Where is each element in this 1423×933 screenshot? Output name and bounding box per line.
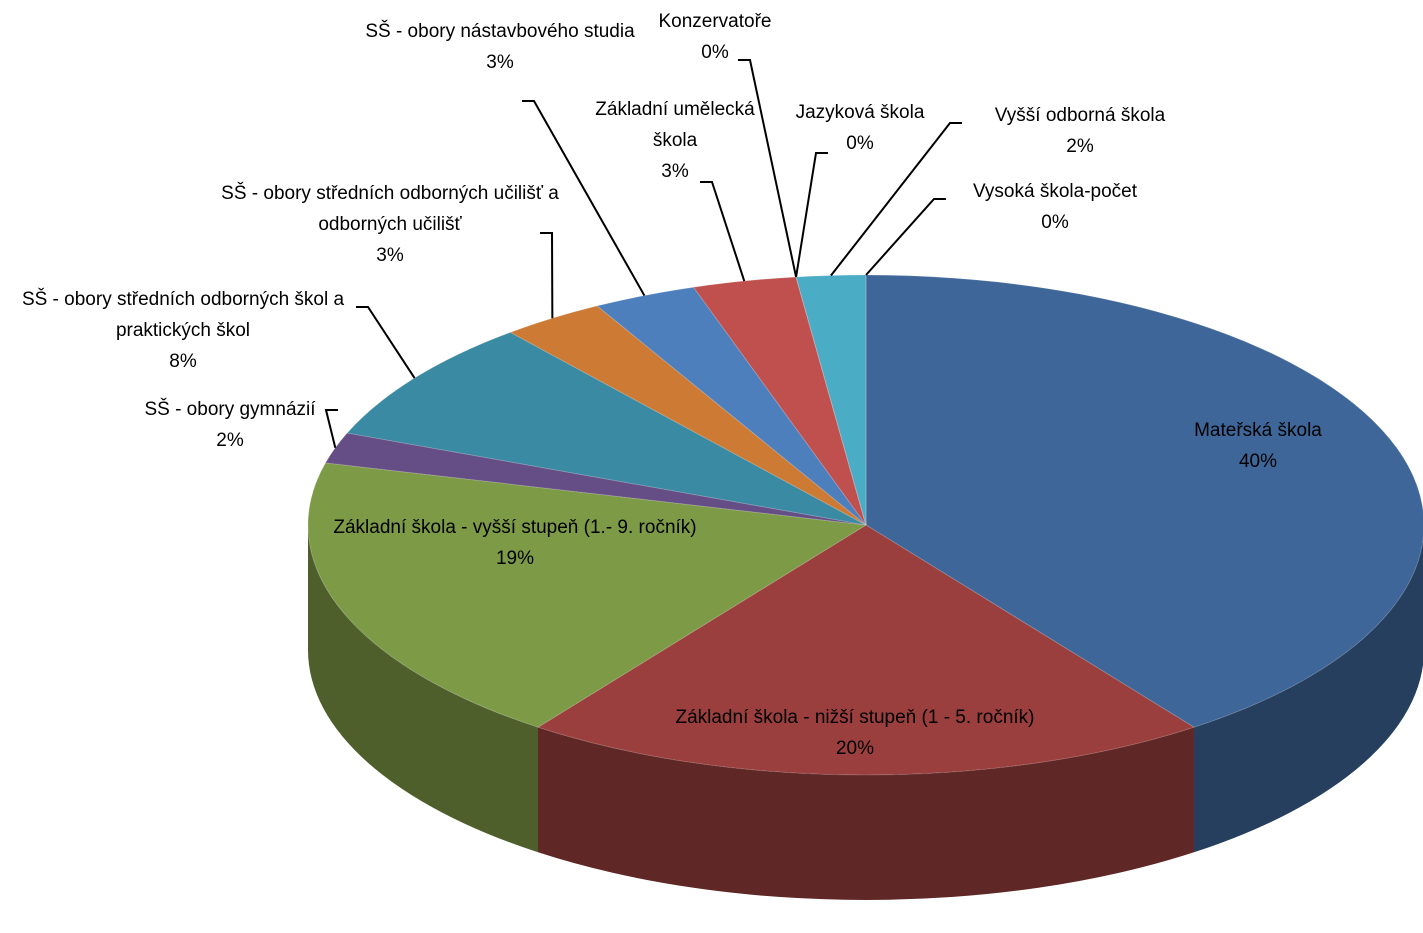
value-label: 40% xyxy=(1238,451,1278,472)
category-label: SŠ - obory středních odborných škol a pr… xyxy=(21,289,345,341)
value-label: 3% xyxy=(486,52,514,73)
leader-line xyxy=(522,100,646,297)
value-label: 20% xyxy=(835,738,875,759)
category-label: Základní škola - vyšší stupeň (1.- 9. ro… xyxy=(333,517,697,538)
leader-line xyxy=(540,232,554,319)
category-label: SŠ - obory gymnázií xyxy=(144,399,316,420)
value-label: 8% xyxy=(169,351,197,372)
leader-line xyxy=(738,59,798,278)
slice xyxy=(865,274,1423,728)
value-label: 2% xyxy=(1066,136,1094,157)
category-label: SŠ - obory středních odborných učilišť a… xyxy=(221,183,559,235)
category-label: Základní škola - nižší stupeň (1 - 5. ro… xyxy=(675,707,1035,728)
data-label: Základní škola - nižší stupeň (1 - 5. ro… xyxy=(665,702,1045,764)
value-label: 0% xyxy=(846,133,874,154)
data-label: Jazyková škola 0% xyxy=(765,97,955,159)
data-label: Vysoká škola-počet 0% xyxy=(930,176,1180,238)
slice xyxy=(324,432,867,526)
category-label: Mateřská škola xyxy=(1194,420,1322,441)
data-label: SŠ - obory středních odborných učilišť a… xyxy=(200,178,580,271)
slice-side xyxy=(538,727,1194,901)
value-label: 0% xyxy=(701,42,729,63)
category-label: Jazyková škola xyxy=(795,102,925,123)
value-label: 2% xyxy=(216,430,244,451)
data-label: Základní škola - vyšší stupeň (1.- 9. ro… xyxy=(315,512,715,574)
category-label: Základní umělecká škola xyxy=(595,99,755,151)
category-label: SŠ - obory nástavbového studia xyxy=(365,21,635,42)
leader-line xyxy=(356,306,416,379)
data-label: SŠ - obory gymnázií 2% xyxy=(110,394,350,456)
value-label: 3% xyxy=(661,161,689,182)
category-label: Vyšší odborná škola xyxy=(994,105,1166,126)
data-label: Vyšší odborná škola 2% xyxy=(955,100,1205,162)
category-label: Konzervatoře xyxy=(658,11,772,32)
slice xyxy=(346,331,867,526)
category-label: Vysoká škola-počet xyxy=(972,181,1138,202)
data-label: Konzervatoře 0% xyxy=(630,6,800,68)
slice xyxy=(536,524,1196,776)
leader-line xyxy=(795,152,828,278)
leader-line xyxy=(700,181,746,282)
value-label: 0% xyxy=(1041,212,1069,233)
slice-side xyxy=(1193,539,1423,853)
data-label: Základní umělecká škola 3% xyxy=(580,94,770,187)
value-label: 3% xyxy=(376,245,404,266)
slice-side xyxy=(308,525,539,853)
data-label: SŠ - obory nástavbového studia 3% xyxy=(355,16,645,78)
leader-line xyxy=(324,409,338,448)
value-label: 19% xyxy=(495,548,535,569)
data-label: Mateřská škola 40% xyxy=(1148,415,1368,477)
leader-line xyxy=(830,122,962,277)
slice xyxy=(307,462,868,728)
leader-line xyxy=(865,198,946,276)
data-label: SŠ - obory středních odborných škol a pr… xyxy=(3,284,363,377)
